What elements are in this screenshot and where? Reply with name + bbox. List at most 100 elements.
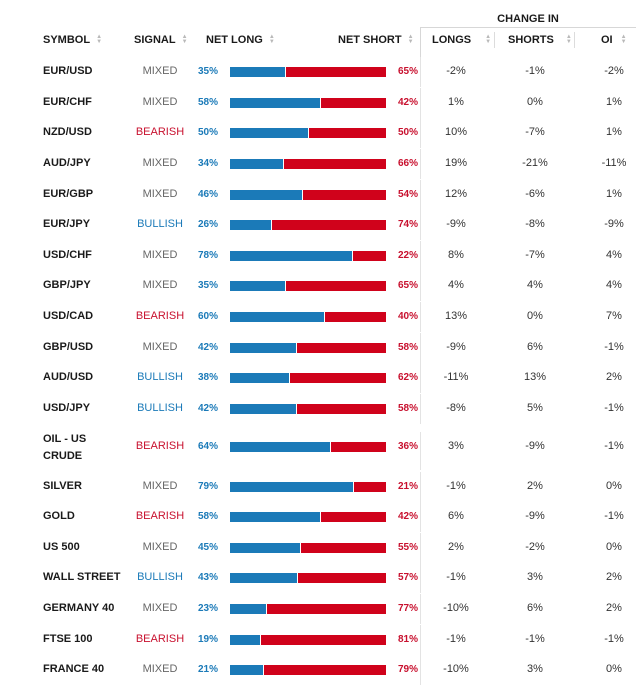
sentiment-bar (230, 159, 386, 169)
symbol-cell[interactable]: GBP/USD (43, 341, 94, 353)
symbol-cell[interactable]: GERMANY 40 (43, 602, 115, 614)
oi-column-header[interactable]: OI ▲ ▼ (601, 34, 627, 46)
sentiment-bar (230, 543, 386, 553)
net-short-value: 77% (397, 603, 418, 614)
net-short-fill (320, 98, 386, 108)
shorts-change-value: 3% (527, 571, 543, 583)
symbol-cell[interactable]: EUR/USD (43, 65, 93, 77)
symbol-cell[interactable]: USD/CAD (43, 310, 94, 322)
signal-cell: MIXED (142, 341, 178, 353)
signal-cell: BEARISH (135, 510, 185, 522)
oi-change-value: -1% (604, 633, 624, 645)
shorts-change-value: 13% (523, 371, 547, 383)
net-short-value: 40% (397, 311, 418, 322)
oi-change-value: 1% (606, 188, 622, 200)
shorts-change-value: -6% (525, 188, 545, 200)
shorts-column-header[interactable]: SHORTS ▲ ▼ (508, 34, 572, 46)
change-in-left-border (420, 655, 421, 685)
longs-column-header[interactable]: LONGS ▲ ▼ (432, 34, 491, 46)
symbol-cell[interactable]: OIL - US CRUDE (43, 433, 87, 462)
net-short-fill (351, 251, 386, 261)
net-long-header-label: NET LONG (206, 34, 263, 46)
shorts-change-value: 0% (527, 96, 543, 108)
symbol-cell[interactable]: SILVER (43, 480, 82, 492)
net-short-value: 65% (397, 66, 418, 77)
longs-change-value: -9% (446, 218, 466, 230)
signal-column-header[interactable]: SIGNAL ▲ ▼ (134, 34, 188, 46)
net-short-fill (265, 604, 386, 614)
longs-change-value: 13% (444, 310, 468, 322)
net-long-column-header[interactable]: NET LONG ▲ ▼ (206, 34, 275, 46)
symbol-cell[interactable]: WALL STREET (43, 571, 121, 583)
net-long-fill (230, 128, 308, 138)
sentiment-bar (230, 665, 386, 675)
net-long-value: 64% (197, 441, 218, 452)
net-long-fill (230, 281, 285, 291)
net-short-fill (270, 220, 386, 230)
symbol-cell[interactable]: USD/JPY (43, 402, 91, 414)
symbol-cell[interactable]: AUD/JPY (43, 157, 91, 169)
symbol-cell[interactable]: EUR/GBP (43, 188, 94, 200)
net-long-value: 50% (197, 127, 218, 138)
symbol-cell[interactable]: EUR/JPY (43, 218, 91, 230)
net-short-column-header[interactable]: NET SHORT ▲ ▼ (338, 34, 414, 46)
net-short-value: 79% (397, 664, 418, 675)
symbol-cell[interactable]: US 500 (43, 541, 80, 553)
net-short-fill (283, 159, 386, 169)
longs-header-label: LONGS (432, 34, 472, 46)
oi-change-value: 2% (606, 571, 622, 583)
net-long-fill (230, 404, 296, 414)
change-in-left-border (420, 533, 421, 563)
header-divider (574, 32, 575, 48)
symbol-cell[interactable]: USD/CHF (43, 249, 92, 261)
longs-change-value: 3% (448, 440, 464, 452)
signal-cell: MIXED (142, 249, 178, 261)
longs-change-value: -11% (443, 371, 469, 383)
net-long-fill (230, 220, 271, 230)
symbol-cell[interactable]: NZD/USD (43, 126, 92, 138)
net-long-fill (230, 373, 290, 383)
net-short-fill (300, 543, 386, 553)
symbol-cell[interactable]: FTSE 100 (43, 633, 93, 645)
signal-cell: MIXED (142, 602, 178, 614)
longs-change-value: 6% (448, 510, 464, 522)
net-short-value: 57% (397, 572, 418, 583)
change-in-left-border (420, 363, 421, 393)
symbol-column-header[interactable]: SYMBOL ▲ ▼ (43, 34, 102, 46)
change-in-left-border (420, 502, 421, 532)
net-long-fill (230, 665, 263, 675)
change-in-divider (420, 27, 636, 28)
net-long-fill (230, 98, 321, 108)
longs-change-value: -1% (446, 633, 466, 645)
longs-change-value: 10% (444, 126, 468, 138)
longs-change-value: 19% (444, 157, 468, 169)
header-divider (494, 32, 495, 48)
symbol-cell[interactable]: GOLD (43, 510, 75, 522)
sentiment-bar (230, 343, 386, 353)
net-short-header-label: NET SHORT (338, 34, 402, 46)
sort-icon: ▲ ▼ (181, 34, 188, 45)
longs-change-value: -10% (443, 602, 469, 614)
net-long-fill (230, 312, 324, 322)
net-short-fill (320, 512, 386, 522)
oi-change-value: 0% (606, 663, 622, 675)
change-in-left-border (420, 271, 421, 301)
symbol-cell[interactable]: AUD/USD (43, 371, 94, 383)
oi-change-value: 1% (606, 96, 622, 108)
oi-change-value: 4% (606, 249, 622, 261)
net-long-value: 60% (197, 311, 218, 322)
change-in-left-border (420, 210, 421, 240)
symbol-cell[interactable]: EUR/CHF (43, 96, 92, 108)
net-short-value: 62% (397, 372, 418, 383)
net-long-value: 78% (197, 250, 218, 261)
signal-cell: BULLISH (137, 402, 183, 414)
sentiment-bar (230, 442, 386, 452)
oi-change-value: -2% (604, 65, 624, 77)
shorts-change-value: -8% (525, 218, 545, 230)
shorts-change-value: -7% (525, 126, 545, 138)
symbol-cell[interactable]: FRANCE 40 (43, 663, 105, 675)
oi-change-value: -11% (601, 157, 627, 169)
symbol-cell[interactable]: GBP/JPY (43, 279, 91, 291)
shorts-change-value: 3% (527, 663, 543, 675)
net-short-fill (329, 442, 386, 452)
